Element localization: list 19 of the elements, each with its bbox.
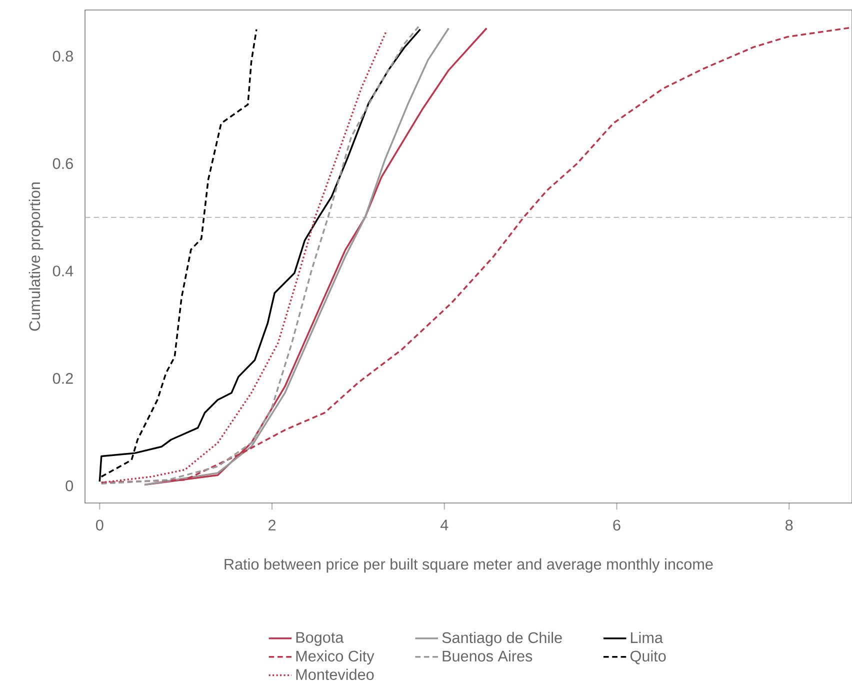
legend-label: Lima (631, 632, 663, 644)
legend-label: Mexico City (296, 650, 374, 665)
y-tick-label: 0.6 (52, 158, 73, 170)
y-tick-label: 0.8 (52, 50, 73, 62)
x-axis-title: Ratio between price per built square meter and average monthly income (224, 558, 713, 573)
x-tick-label: 8 (786, 520, 793, 531)
y-tick-label: 0.4 (52, 266, 74, 276)
x-tick-label: 6 (613, 520, 620, 531)
x-tick-label: 0 (96, 520, 104, 531)
x-tick-label: 4 (440, 520, 448, 530)
legend-label: Bogota (296, 632, 344, 646)
legend-label: Santiago de Chile (442, 632, 562, 646)
legend-label: Montevideo (296, 668, 374, 680)
y-tick-label: 0.2 (52, 372, 73, 384)
y-axis-title: Cumulative proportion (28, 182, 44, 331)
legend-label: Quito (630, 650, 666, 664)
x-tick-label: 2 (268, 520, 276, 530)
y-tick-label: 0 (66, 480, 74, 492)
legend-label: Buenos Aires (442, 650, 532, 662)
